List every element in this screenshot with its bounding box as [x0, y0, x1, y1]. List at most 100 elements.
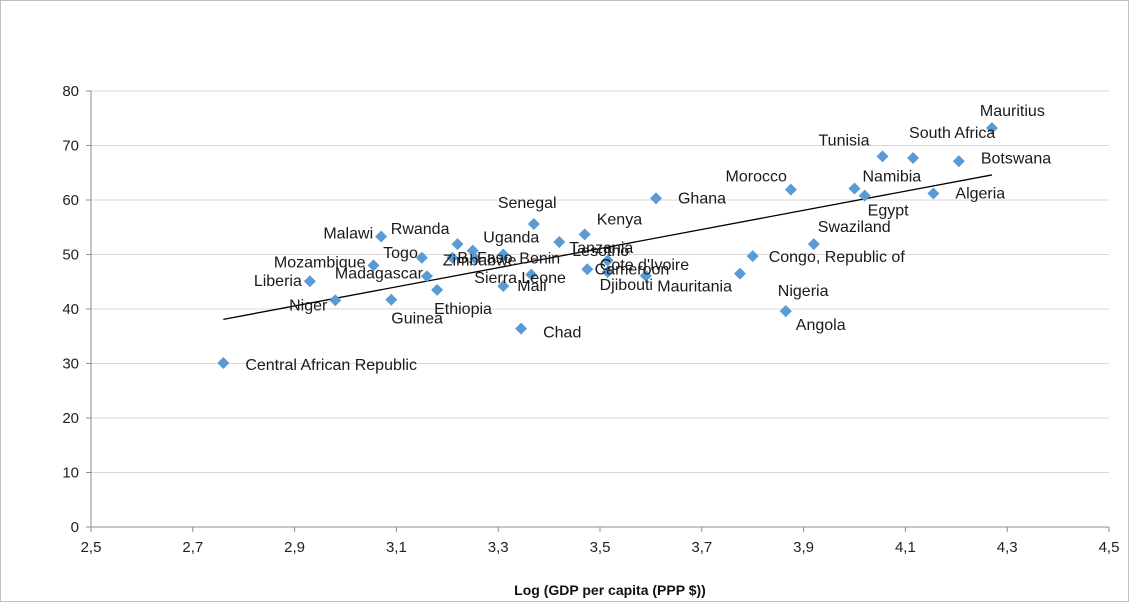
data-point-label: Namibia: [863, 169, 922, 186]
data-point-label: Togo: [383, 245, 418, 262]
data-point-marker: [927, 187, 940, 200]
data-point-label: Swaziland: [818, 219, 891, 236]
data-point-marker: [907, 152, 920, 165]
data-point-marker: [525, 268, 538, 281]
data-point-label: Mali: [517, 278, 546, 295]
data-point-marker: [601, 265, 614, 278]
data-point-marker: [367, 259, 380, 272]
x-tick-label: 4,5: [1099, 539, 1120, 556]
data-point-marker: [581, 263, 594, 276]
data-point-marker: [497, 280, 510, 293]
data-point-label: Cameroon: [595, 261, 670, 278]
data-point-marker: [375, 230, 388, 243]
data-point-label: Kenya: [597, 211, 642, 228]
data-point-marker: [601, 254, 614, 267]
data-point-label: Botswana: [981, 150, 1051, 167]
data-point-label: Benin: [519, 251, 560, 268]
data-point-label: Egypt: [868, 203, 909, 220]
y-tick-label: 50: [62, 247, 79, 264]
axes: 0 10 20 30 40 50 60 70 80 2,5 2,7 2,9 3,1 3,3 3,5 3,7 3,…: [62, 83, 1119, 556]
data-point-marker: [431, 283, 444, 296]
data-point-marker: [985, 122, 998, 135]
x-tick-label: 2,7: [182, 539, 203, 556]
y-tick-label: 40: [62, 301, 79, 318]
data-point-label: Tunisia: [819, 132, 870, 149]
data-point-marker: [779, 305, 792, 318]
data-point-marker: [451, 238, 464, 251]
data-point-label: Congo, Republic of: [769, 249, 906, 266]
x-tick-label: 3,9: [793, 539, 814, 556]
data-point-label: Zimbabwe: [443, 253, 517, 270]
data-point-label: Madagascar: [335, 265, 424, 282]
y-tick-label: 30: [62, 356, 79, 373]
data-point-marker: [469, 252, 482, 265]
y-tick-label: 80: [62, 83, 79, 100]
data-point-label: Cote d'Ivoire: [600, 257, 689, 274]
data-point-label: Senegal: [498, 195, 557, 212]
data-point-label: Malawi: [323, 226, 373, 243]
data-point-marker: [848, 182, 861, 195]
gridlines: [91, 90, 1109, 473]
data-point-marker: [578, 228, 591, 241]
x-axis-title: Log (GDP per capita (PPP $)): [514, 582, 706, 598]
data-point-marker: [553, 235, 566, 248]
y-tick-label: 10: [62, 465, 79, 482]
data-point-marker: [733, 267, 746, 280]
data-point-marker: [217, 356, 230, 369]
point-labels: Central African Republic Liberia Niger Moza…: [245, 103, 1051, 374]
y-tick-label: 70: [62, 138, 79, 155]
data-point-label: Angola: [796, 317, 846, 334]
data-point-marker: [420, 270, 433, 283]
data-point-label: Lesotho: [572, 243, 629, 260]
data-point-label: Mozambique: [274, 254, 366, 271]
data-point-label: Guinea: [391, 311, 443, 328]
data-point-label: Tanzania: [569, 240, 633, 257]
data-point-label: B. Faso: [457, 250, 512, 267]
data-point-label: Rwanda: [391, 221, 450, 238]
data-point-label: Djibouti: [600, 277, 653, 294]
x-tick-label: 2,5: [81, 539, 102, 556]
data-point-label: South Africa: [909, 125, 995, 142]
y-tick-label: 20: [62, 410, 79, 427]
data-point-marker: [858, 189, 871, 202]
data-point-label: Mauritius: [980, 103, 1045, 120]
data-point-label: Uganda: [483, 230, 539, 247]
data-point-label: Morocco: [726, 169, 787, 186]
data-point-label: Sierra Leone: [474, 270, 566, 287]
data-point-marker: [515, 322, 528, 335]
data-point-label: Niger: [289, 297, 328, 314]
x-tick-label: 3,5: [590, 539, 611, 556]
data-point-label: Mauritania: [657, 279, 732, 296]
y-tick-label: 0: [71, 519, 79, 536]
data-point-marker: [303, 275, 316, 288]
data-point-label: Central African Republic: [245, 357, 417, 374]
data-point-label: Ghana: [678, 190, 726, 207]
x-tick-label: 3,7: [691, 539, 712, 556]
x-tick-label: 3,3: [488, 539, 509, 556]
data-point-marker: [876, 150, 889, 163]
x-tick-label: 4,1: [895, 539, 916, 556]
y-tick-label: 60: [62, 192, 79, 209]
x-tick-label: 2,9: [284, 539, 305, 556]
data-point-marker: [415, 251, 428, 264]
data-point-marker: [497, 248, 510, 261]
data-point-marker: [746, 250, 759, 263]
data-point-marker: [446, 251, 459, 264]
data-point-marker: [649, 192, 662, 205]
data-point-marker: [952, 155, 965, 168]
x-tick-label: 3,1: [386, 539, 407, 556]
data-point-marker: [639, 269, 652, 282]
data-point-marker: [527, 217, 540, 230]
data-points: [217, 122, 998, 369]
data-point-label: Ethiopia: [434, 301, 492, 318]
data-point-label: Nigeria: [778, 283, 829, 300]
data-point-marker: [385, 293, 398, 306]
data-point-marker: [329, 294, 342, 307]
data-point-label: Liberia: [254, 273, 302, 290]
data-point-label: Algeria: [955, 185, 1005, 202]
x-tick-label: 4,3: [997, 539, 1018, 556]
data-point-marker: [784, 183, 797, 196]
data-point-marker: [807, 238, 820, 251]
